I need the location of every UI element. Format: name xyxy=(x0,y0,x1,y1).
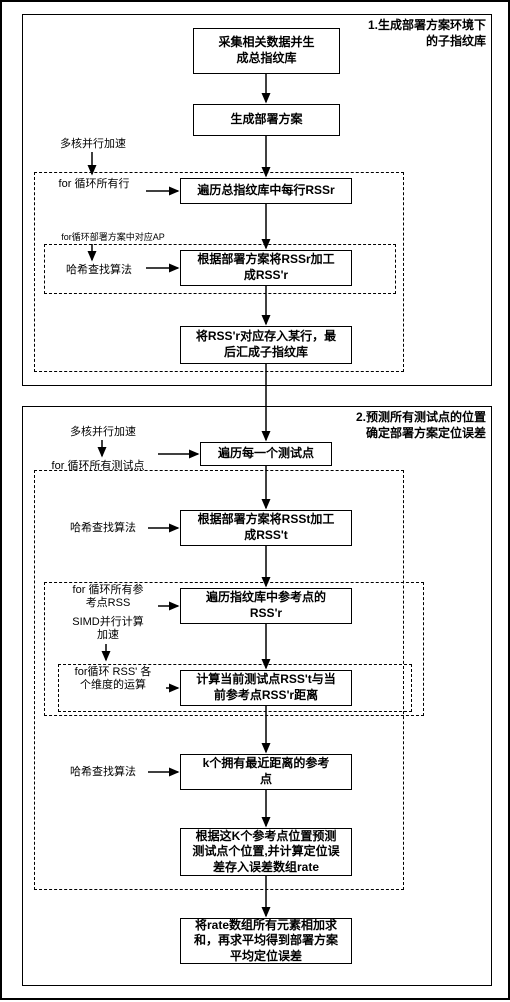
annot-hash-1: 哈希查找算法 xyxy=(54,264,144,277)
node-gen-plan: 生成部署方案 xyxy=(193,104,340,136)
annot-for-testpoints: for 循环所有测试点 xyxy=(38,460,158,473)
annot-for-refpoints: for 循环所有参 考点RSS xyxy=(58,584,158,610)
node-iterate-testpoints: 遍历每一个测试点 xyxy=(200,442,332,466)
annot-for-rows: for 循环所有行 xyxy=(44,178,144,191)
section-2-label: 2.预测所有测试点的位置 确定部署方案定位误差 xyxy=(326,410,486,441)
annot-for-ap: for循环部署方案中对应AP xyxy=(48,232,178,243)
section-1-label: 1.生成部署方案环境下 的子指纹库 xyxy=(338,18,486,49)
node-average-error: 将rate数组所有元素相加求 和，再求平均得到部署方案 平均定位误差 xyxy=(180,918,352,964)
annot-multicore-2: 多核并行加速 xyxy=(58,426,148,439)
annot-hash-2: 哈希查找算法 xyxy=(58,522,148,535)
annot-multicore-1: 多核并行加速 xyxy=(48,138,138,151)
node-collect-data: 采集相关数据并生 成总指纹库 xyxy=(193,28,340,74)
annot-for-dims: for循环 RSS' 各 个维度的运算 xyxy=(58,666,168,692)
annot-hash-3: 哈希查找算法 xyxy=(58,766,148,779)
annot-simd: SIMD并行计算 加速 xyxy=(58,616,158,642)
